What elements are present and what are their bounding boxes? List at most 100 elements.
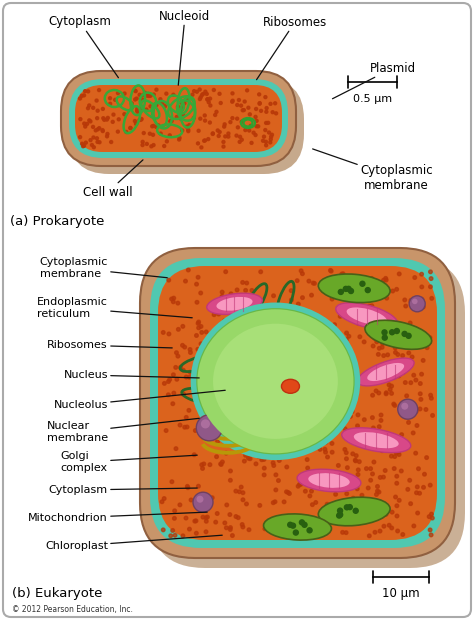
- Circle shape: [295, 279, 299, 283]
- Circle shape: [229, 292, 233, 296]
- Circle shape: [301, 311, 304, 315]
- Circle shape: [135, 97, 138, 100]
- Circle shape: [391, 325, 394, 329]
- Circle shape: [79, 118, 82, 121]
- Circle shape: [417, 467, 420, 471]
- Circle shape: [379, 432, 383, 436]
- FancyBboxPatch shape: [158, 266, 437, 540]
- Circle shape: [378, 500, 382, 503]
- Circle shape: [377, 391, 381, 395]
- Circle shape: [267, 122, 270, 125]
- Circle shape: [394, 351, 397, 354]
- Circle shape: [337, 513, 342, 518]
- Circle shape: [184, 375, 188, 379]
- Circle shape: [81, 142, 83, 145]
- Circle shape: [136, 107, 139, 110]
- Circle shape: [319, 441, 323, 445]
- Circle shape: [255, 107, 257, 110]
- Circle shape: [330, 441, 334, 445]
- Circle shape: [333, 295, 337, 298]
- Circle shape: [421, 305, 425, 309]
- Circle shape: [215, 110, 218, 113]
- Circle shape: [228, 469, 232, 473]
- Circle shape: [217, 426, 220, 430]
- Circle shape: [161, 102, 164, 105]
- Circle shape: [310, 293, 313, 297]
- Circle shape: [188, 527, 191, 531]
- Circle shape: [232, 307, 236, 311]
- Circle shape: [224, 270, 228, 273]
- Circle shape: [246, 456, 250, 460]
- Circle shape: [225, 503, 228, 507]
- Text: © 2012 Pearson Education, Inc.: © 2012 Pearson Education, Inc.: [12, 605, 133, 614]
- Circle shape: [224, 135, 227, 138]
- Circle shape: [324, 505, 328, 509]
- Circle shape: [397, 453, 401, 456]
- Circle shape: [429, 533, 433, 537]
- Circle shape: [271, 133, 273, 136]
- Circle shape: [241, 491, 245, 495]
- Circle shape: [355, 454, 358, 458]
- Circle shape: [398, 399, 418, 419]
- Circle shape: [241, 281, 245, 284]
- Circle shape: [343, 448, 346, 451]
- Circle shape: [325, 502, 329, 506]
- Circle shape: [390, 454, 393, 458]
- Circle shape: [96, 141, 99, 143]
- FancyBboxPatch shape: [69, 79, 304, 174]
- Circle shape: [395, 288, 399, 291]
- Circle shape: [418, 492, 421, 495]
- Circle shape: [375, 446, 379, 450]
- Circle shape: [184, 415, 188, 419]
- Text: Nucleolus: Nucleolus: [54, 390, 225, 410]
- Circle shape: [238, 140, 241, 143]
- Ellipse shape: [198, 309, 354, 453]
- Circle shape: [337, 512, 343, 517]
- Circle shape: [155, 104, 158, 107]
- Circle shape: [204, 520, 208, 523]
- Circle shape: [202, 462, 206, 466]
- Circle shape: [252, 131, 255, 134]
- Circle shape: [204, 516, 208, 520]
- Circle shape: [173, 509, 176, 513]
- Circle shape: [329, 269, 333, 273]
- Circle shape: [209, 121, 211, 124]
- Circle shape: [375, 340, 379, 343]
- Circle shape: [429, 277, 433, 280]
- Circle shape: [193, 428, 197, 432]
- Circle shape: [409, 381, 413, 384]
- Circle shape: [301, 296, 304, 299]
- Circle shape: [141, 99, 145, 102]
- Circle shape: [393, 404, 397, 407]
- Circle shape: [111, 120, 114, 123]
- Ellipse shape: [354, 432, 399, 448]
- Circle shape: [222, 145, 225, 148]
- Circle shape: [416, 485, 419, 489]
- Circle shape: [237, 490, 241, 494]
- Circle shape: [86, 107, 90, 110]
- Circle shape: [202, 436, 205, 440]
- Circle shape: [91, 106, 95, 109]
- Circle shape: [391, 366, 394, 370]
- Circle shape: [178, 138, 181, 141]
- Circle shape: [203, 140, 206, 142]
- Circle shape: [185, 485, 189, 488]
- Circle shape: [377, 347, 381, 350]
- Circle shape: [196, 497, 200, 501]
- Circle shape: [412, 373, 416, 377]
- Circle shape: [288, 522, 293, 527]
- Circle shape: [431, 414, 434, 417]
- Circle shape: [106, 133, 109, 135]
- Ellipse shape: [264, 514, 331, 540]
- Circle shape: [216, 440, 219, 443]
- Circle shape: [244, 453, 247, 457]
- Circle shape: [165, 140, 168, 143]
- Circle shape: [403, 381, 407, 384]
- Circle shape: [382, 525, 386, 528]
- Circle shape: [309, 533, 312, 536]
- Circle shape: [371, 394, 374, 397]
- Circle shape: [388, 440, 392, 443]
- Circle shape: [273, 102, 277, 105]
- Circle shape: [91, 125, 94, 128]
- Circle shape: [152, 133, 155, 136]
